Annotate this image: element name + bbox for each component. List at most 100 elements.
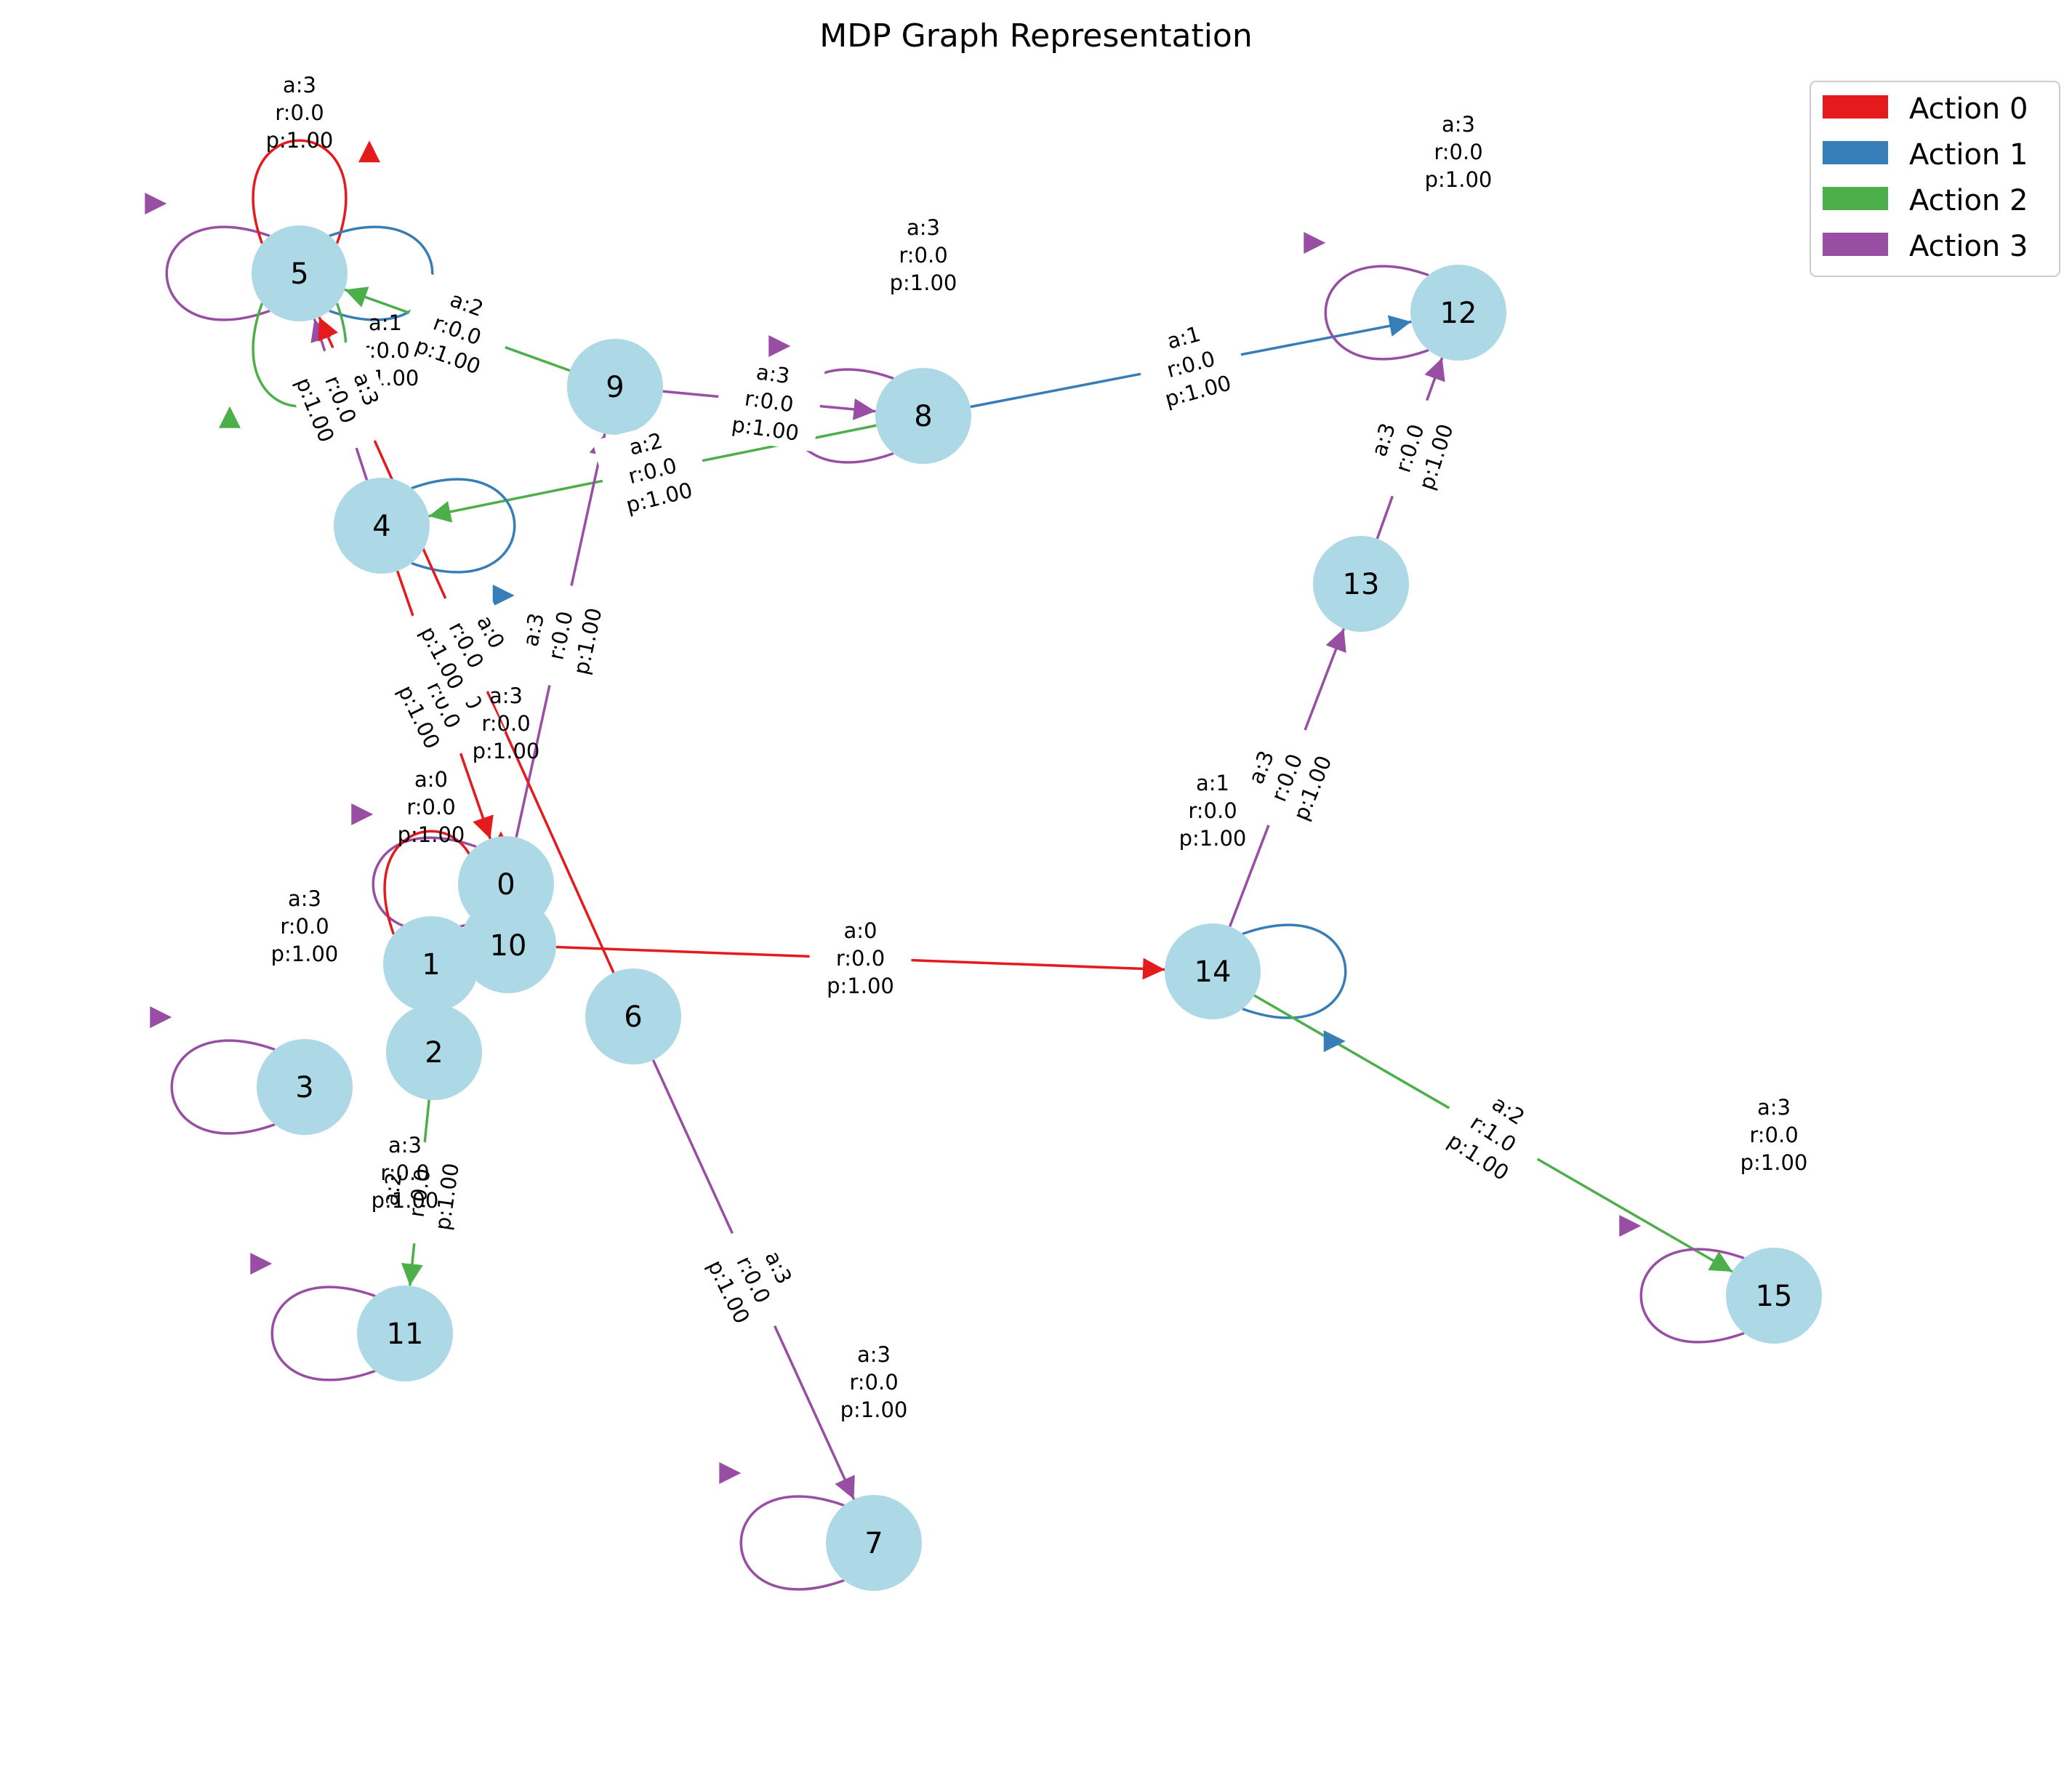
state-node-label-5: 5 xyxy=(290,257,308,291)
legend-label-action-1: Action 1 xyxy=(1909,138,2028,172)
state-node-label-3: 3 xyxy=(295,1071,313,1104)
edge-label-line: p:1.00 xyxy=(827,974,894,998)
arrowhead-6-to-7 xyxy=(835,1475,855,1499)
state-node-label-15: 15 xyxy=(1756,1280,1793,1313)
edge-label-line: a:3 xyxy=(1757,1095,1791,1120)
arrowhead-14-to-15 xyxy=(1708,1251,1732,1272)
self-loop-11-action-3 xyxy=(270,1285,376,1381)
arrowhead-14-to-13 xyxy=(1325,628,1346,654)
state-node-label-11: 11 xyxy=(387,1317,424,1351)
edge-label-loop-3: a:3 r:0.0 p:1.00 xyxy=(271,886,339,966)
state-node-1 xyxy=(383,916,479,1012)
legend-entry-action-2: Action 2 xyxy=(1823,184,2028,217)
edge-label-bg-8-4 xyxy=(593,416,712,526)
edge-labels: a:3r:0.0p:1.00a:2r:0.0p:1.00 a:3r:0.0p:1.… xyxy=(266,73,1808,1422)
edge-label-line: p:1.00 xyxy=(266,128,334,153)
self-loop-5-action-0 xyxy=(252,139,348,244)
state-node-label-7: 7 xyxy=(864,1527,883,1560)
edge-label-bg-10-14 xyxy=(809,915,912,1002)
edge-label-loop-1: a:0 r:0.0 p:1.00 xyxy=(398,767,465,847)
edge-label-line: p:1.00 xyxy=(398,822,465,847)
arrowhead-9-to-5 xyxy=(345,286,369,308)
edge-label-line: r:0.0 xyxy=(899,243,947,268)
legend-label-action-0: Action 0 xyxy=(1909,92,2028,126)
state-node-label-14: 14 xyxy=(1194,955,1232,989)
edge-label-line: p:1.00 xyxy=(890,270,957,295)
edge-label-line: r:0.0 xyxy=(275,100,324,125)
arrowhead-13-to-12 xyxy=(1424,358,1445,382)
arrowhead-8-to-12 xyxy=(1387,315,1412,337)
edge-label-line: a:1 xyxy=(1196,771,1229,795)
arrowhead-loop-11-action-3 xyxy=(250,1253,273,1275)
edge-label-line: p:1.00 xyxy=(372,1188,439,1213)
legend-label-action-3: Action 3 xyxy=(1909,230,2028,263)
arrowhead-loop-15-action-3 xyxy=(1619,1215,1642,1237)
edge-label-line: a:3 xyxy=(755,359,791,388)
arrowhead-loop-5-action-0 xyxy=(358,140,380,163)
edge-label-line: a:3 xyxy=(288,886,321,911)
edge-label-line: r:0.0 xyxy=(406,795,455,819)
edge-label-loop-14: a:1 r:0.0 p:1.00 xyxy=(1179,771,1247,851)
self-loop-5-action-1 xyxy=(329,225,434,321)
self-loop-7-action-3 xyxy=(739,1495,845,1591)
arrowhead-loop-8-action-3 xyxy=(768,335,791,357)
edge-label-line: a:3 xyxy=(489,683,523,708)
edge-label-bg-14-13 xyxy=(1227,714,1346,841)
arrowhead-6-to-5 xyxy=(318,317,339,342)
state-node-8 xyxy=(875,368,971,464)
edge-label-line: r:0.0 xyxy=(836,946,885,971)
arrowhead-8-to-4 xyxy=(428,501,453,523)
edge-label-bg-2-11 xyxy=(369,1136,470,1250)
legend-entry-action-1: Action 1 xyxy=(1823,138,2028,172)
self-loop-5-action-3 xyxy=(165,225,270,321)
edge-label-line: r:0.0 xyxy=(481,711,530,736)
edge-label-line: a:3 xyxy=(857,1342,891,1367)
edge-label-line: p:1.00 xyxy=(1179,826,1247,851)
state-node-label-12: 12 xyxy=(1440,297,1477,330)
state-node-9 xyxy=(567,339,663,435)
self-loop-12-action-3 xyxy=(1324,265,1429,361)
edge-label-bg-8-12 xyxy=(1130,308,1252,420)
edge-label-loop-5: a:3 r:0.0 p:1.00 xyxy=(266,73,334,153)
edge-label-line: r:0.0 xyxy=(1434,140,1482,164)
edge-label-bg-13-12 xyxy=(1352,386,1467,510)
state-node-3 xyxy=(257,1039,353,1135)
state-node-label-10: 10 xyxy=(490,929,527,963)
state-node-5 xyxy=(252,225,348,321)
arrowhead-loop-14-action-1 xyxy=(1323,1030,1346,1052)
state-node-15 xyxy=(1726,1248,1822,1344)
state-node-label-1: 1 xyxy=(422,948,440,982)
edge-label-bg-9-8 xyxy=(712,350,826,452)
state-node-label-8: 8 xyxy=(914,400,932,433)
state-node-6 xyxy=(585,968,681,1064)
arrowhead-loop-3-action-3 xyxy=(150,1006,172,1028)
legend: Action 0 Action 1 Action 2 Action 3 xyxy=(1810,81,2060,277)
edge-label-line: p:1.00 xyxy=(271,942,339,966)
arrowhead-loop-5-action-2 xyxy=(219,406,241,428)
edge-label-line: r:0.0 xyxy=(849,1370,898,1395)
edge-label-line: a:3 xyxy=(388,1133,422,1158)
state-node-12 xyxy=(1410,265,1506,361)
edge-label-bg-0-9 xyxy=(507,577,614,694)
legend-swatch-action-2 xyxy=(1823,187,1888,210)
edge-label-line: r:0.0 xyxy=(1188,798,1237,823)
arrowhead-9-to-8 xyxy=(853,398,876,420)
arrowhead-2-to-11 xyxy=(401,1262,423,1286)
arrowhead-loop-7-action-3 xyxy=(719,1462,742,1484)
arrowhead-loop-0-action-3 xyxy=(351,803,374,825)
state-node-label-0: 0 xyxy=(497,868,515,902)
arrowhead-loop-4-action-1 xyxy=(492,585,515,606)
edge-label-line: r:0.0 xyxy=(380,1160,429,1185)
edge-label-line: p:1.00 xyxy=(1425,167,1493,192)
edge-label-line: a:0 xyxy=(414,767,448,792)
state-node-7 xyxy=(826,1495,922,1591)
edge-label-bg-9-5 xyxy=(394,271,521,389)
edge-label-loop-0: a:3 r:0.0 p:1.00 xyxy=(473,683,540,763)
edge-label-line: p:1.00 xyxy=(1740,1150,1808,1175)
arrowhead-10-to-14 xyxy=(1142,958,1165,980)
self-loop-15-action-3 xyxy=(1639,1248,1745,1344)
edge-label-line: a:0 xyxy=(844,918,878,943)
chart-title: MDP Graph Representation xyxy=(819,17,1252,55)
